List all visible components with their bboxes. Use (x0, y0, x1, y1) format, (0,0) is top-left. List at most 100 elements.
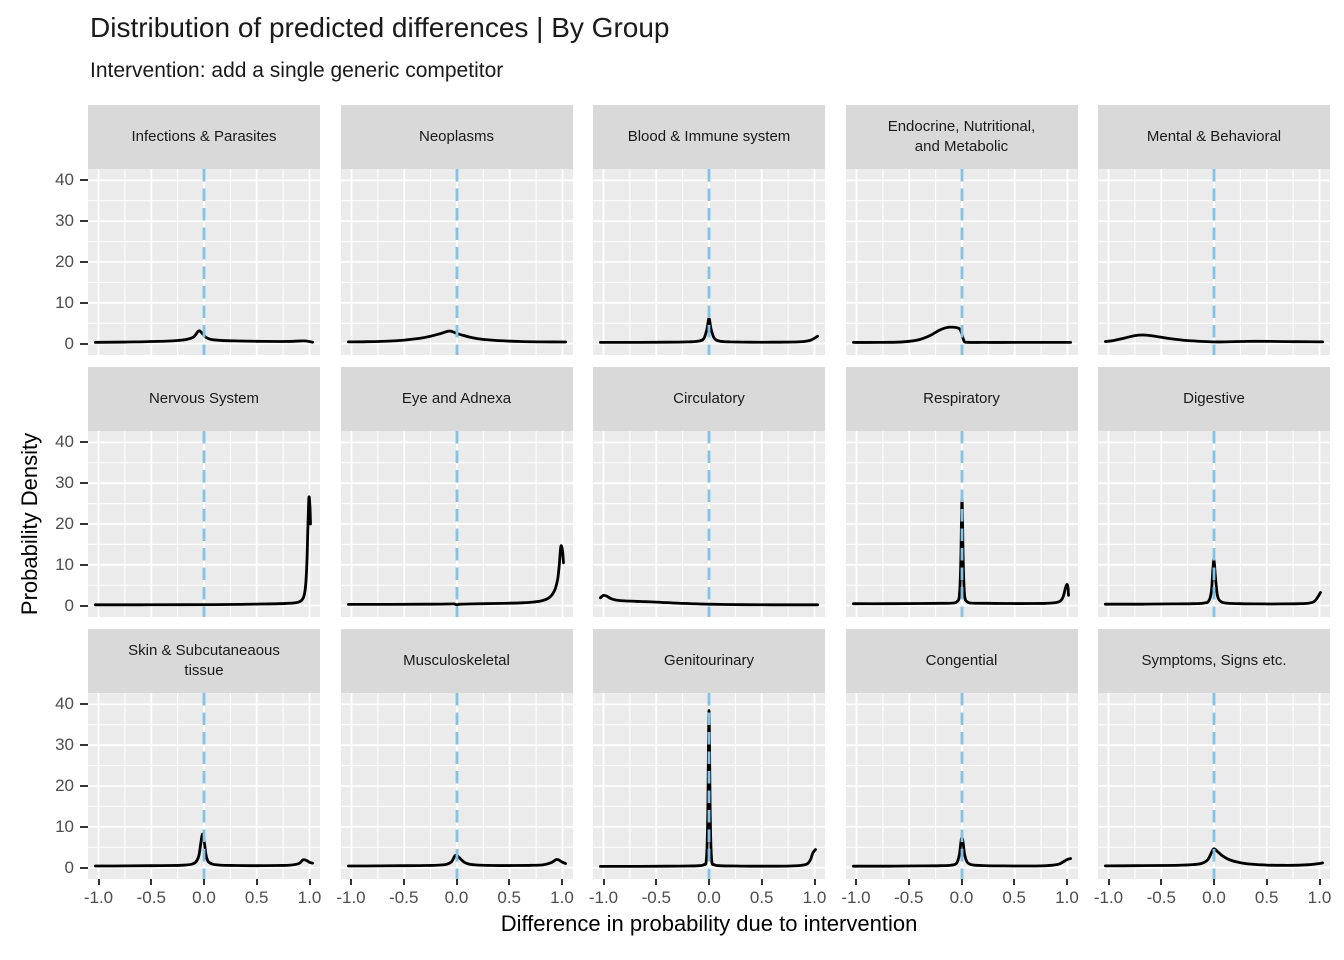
y-tick-label: 30 (55, 735, 74, 755)
facet-strip-respiratory: Respiratory (845, 367, 1078, 431)
facet-strip-symptoms-signs-etc: Symptoms, Signs etc. (1098, 629, 1330, 693)
x-tick-label: -0.5 (894, 888, 924, 907)
x-tick-mark (1066, 879, 1068, 885)
x-tick-mark (655, 879, 658, 885)
facet-panel-congential (845, 693, 1078, 879)
x-tick-mark (455, 879, 458, 885)
y-tick-label: 20 (55, 776, 74, 795)
x-tick-label: 1.0 (1307, 888, 1332, 907)
y-tick-mark (80, 301, 88, 304)
panel-svg (1098, 169, 1330, 355)
x-tick-label: -1.0 (1093, 888, 1124, 907)
x-tick-mark (255, 879, 258, 885)
y-tick-mark (80, 744, 88, 747)
density-curve (851, 498, 1070, 606)
x-tick-label: 0.0 (1202, 888, 1226, 907)
y-tick-mark (80, 179, 88, 182)
x-tick-mark (402, 879, 405, 885)
x-tick-label: 0.5 (1002, 888, 1026, 907)
x-tick-mark (855, 879, 857, 885)
facet-strip-blood-immune-system: Blood & Immune system (593, 105, 825, 169)
x-tick-label: 0.5 (244, 888, 269, 907)
y-tick-label: 10 (55, 554, 74, 574)
facet-strip-endocrine-nutritional-and-metabolic: Endocrine, Nutritional, and Metabolic (845, 105, 1078, 169)
x-tick-mark (907, 879, 910, 885)
x-tick-mark (1265, 879, 1268, 885)
facet-strip-skin-subcutaneaous-tissue: Skin & Subcutaneaous tissue (88, 629, 320, 693)
x-axis-title: Difference in probability due to interve… (500, 911, 918, 936)
x-tick-mark (203, 879, 205, 885)
y-tick-label: 40 (55, 432, 74, 452)
facet-label: Congential (925, 652, 998, 670)
density-curve (1104, 847, 1324, 868)
x-tick-label: -1.0 (83, 888, 114, 907)
y-tick-mark (80, 220, 88, 223)
facet-panel-mental-behavioral (1098, 169, 1330, 355)
y-tick-label: 0 (64, 857, 74, 877)
x-tick-mark (708, 879, 710, 885)
x-tick-mark (960, 879, 963, 885)
x-tick-mark (1160, 879, 1163, 885)
x-tick-label: -1.0 (336, 888, 366, 907)
y-tick-mark (80, 261, 88, 263)
plot-subtitle: Intervention: add a single generic compe… (90, 59, 504, 82)
x-tick-mark (1213, 879, 1215, 885)
facet-strip-congential: Congential (845, 629, 1078, 693)
y-tick-label: 40 (55, 170, 74, 190)
facet-panel-respiratory (845, 431, 1078, 617)
x-tick-mark (97, 879, 100, 885)
facet-label: Digestive (1183, 390, 1245, 408)
facet-panel-neoplasms (340, 169, 573, 355)
x-tick-label: 0.5 (497, 888, 521, 907)
y-tick-label: 10 (55, 292, 74, 312)
density-curve (599, 709, 817, 868)
x-tick-label: 1.0 (550, 888, 574, 907)
x-tick-mark (1318, 879, 1321, 885)
facet-panel-infections-parasites (88, 169, 320, 355)
facet-label: Endocrine, Nutritional, and Metabolic (887, 118, 1036, 155)
facet-label: Mental & Behavioral (1146, 128, 1282, 146)
panel-svg (88, 693, 320, 879)
panel-svg (845, 693, 1078, 879)
facet-panel-musculoskeletal (340, 693, 573, 879)
facet-label: Respiratory (923, 390, 1000, 408)
x-tick-label: -1.0 (588, 888, 619, 907)
y-tick-label: 40 (55, 694, 74, 714)
x-tick-mark (1107, 879, 1110, 885)
density-curve (94, 832, 314, 868)
panel-svg (88, 169, 320, 355)
facet-panel-eye-and-adnexa (340, 431, 573, 617)
density-curve (851, 325, 1072, 344)
y-tick-mark (80, 866, 88, 869)
y-tick-mark (80, 441, 88, 444)
density-curve (346, 329, 567, 344)
y-tick-mark (80, 785, 88, 787)
facet-label: Eye and Adnexa (401, 390, 512, 408)
panel-svg (1098, 431, 1330, 617)
facet-label: Neoplasms (418, 128, 495, 146)
x-tick-mark (150, 879, 153, 885)
y-tick-label: 0 (64, 333, 74, 353)
facet-label: Genitourinary (663, 652, 755, 670)
facet-strip-infections-parasites: Infections & Parasites (88, 105, 320, 169)
facet-strip-digestive: Digestive (1098, 367, 1330, 431)
x-tick-label: 0.0 (192, 888, 216, 907)
density-curve (94, 329, 314, 344)
facet-panel-circulatory (593, 431, 825, 617)
y-tick-label: 20 (55, 252, 74, 271)
facet-panel-blood-immune-system (593, 169, 825, 355)
facet-strip-genitourinary: Genitourinary (593, 629, 825, 693)
x-tick-mark (508, 879, 511, 885)
x-tick-label: 1.0 (297, 888, 322, 907)
density-curve (851, 836, 1072, 868)
density-curve (1104, 558, 1322, 606)
facet-label: Skin & Subcutaneaous tissue (128, 642, 280, 679)
x-tick-mark (561, 879, 563, 885)
y-tick-mark (80, 523, 88, 525)
y-tick-label: 30 (55, 473, 74, 493)
facet-strip-circulatory: Circulatory (593, 367, 825, 431)
x-tick-label: 0.5 (749, 888, 774, 907)
facet-strip-mental-behavioral: Mental & Behavioral (1098, 105, 1330, 169)
facet-panel-digestive (1098, 431, 1330, 617)
